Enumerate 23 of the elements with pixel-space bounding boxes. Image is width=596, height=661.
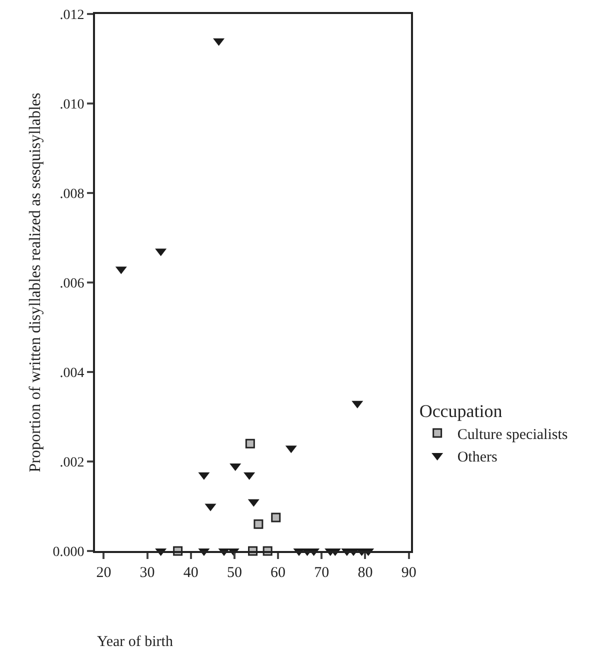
x-tick-label: 60 <box>270 565 286 581</box>
y-axis-title: Proportion of written disyllables realized as sesquisyllables <box>27 92 44 472</box>
y-tick-label: .006 <box>60 276 84 292</box>
y-tick-label: .004 <box>60 366 84 381</box>
x-tick-label: 40 <box>183 565 198 581</box>
x-axis-title: Year of birth <box>97 634 174 650</box>
legend-label: Culture specialists <box>457 426 568 443</box>
point <box>271 512 281 522</box>
x-tick-label: 70 <box>314 565 330 581</box>
point <box>245 438 255 448</box>
y-tick-label: 0.000 <box>52 544 84 560</box>
legend-label: Others <box>457 449 498 466</box>
y-tick-label: .012 <box>60 8 84 23</box>
x-tick-label: 20 <box>96 565 112 581</box>
y-tick-label: .008 <box>60 186 84 202</box>
legend-title: Occupation <box>419 400 502 421</box>
x-tick-label: 90 <box>401 565 416 581</box>
x-tick-label: 50 <box>226 565 242 581</box>
x-tick-label: 30 <box>140 565 155 581</box>
y-tick-label: .010 <box>60 97 84 112</box>
point <box>254 519 264 529</box>
x-tick-label: 80 <box>358 565 373 581</box>
y-tick-label: .002 <box>60 455 84 470</box>
